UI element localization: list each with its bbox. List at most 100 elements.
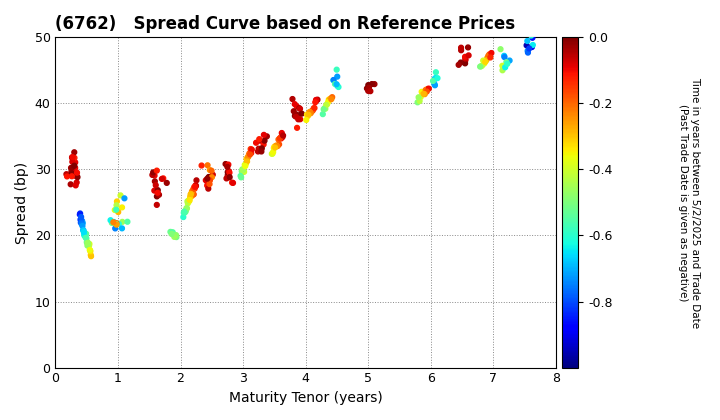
Point <box>111 220 122 226</box>
Point <box>74 211 86 218</box>
Point <box>504 57 516 64</box>
Point <box>423 85 435 92</box>
Point <box>303 109 315 116</box>
Y-axis label: Spread (bp): Spread (bp) <box>15 161 29 244</box>
Point <box>68 164 80 171</box>
Point <box>328 77 339 84</box>
Point <box>326 94 338 100</box>
Point <box>266 150 278 157</box>
Point <box>152 189 163 196</box>
Point <box>417 91 428 98</box>
Point <box>70 171 81 177</box>
Point <box>84 247 96 253</box>
Point <box>412 99 423 106</box>
Point <box>330 81 342 87</box>
Point <box>151 167 163 174</box>
Point <box>246 146 258 153</box>
Point <box>526 44 538 50</box>
Point <box>185 191 197 197</box>
Point <box>200 177 212 184</box>
Point <box>430 69 441 76</box>
Point <box>266 150 278 157</box>
Point <box>429 75 441 82</box>
Point <box>325 95 336 102</box>
Point <box>459 53 471 60</box>
Point <box>81 242 93 249</box>
Point <box>151 202 163 208</box>
Point <box>429 82 441 89</box>
Point <box>415 94 426 100</box>
Point <box>116 204 127 211</box>
Point <box>292 124 303 131</box>
Point <box>85 248 96 255</box>
Point <box>168 234 180 240</box>
Point <box>243 153 254 160</box>
Point <box>78 232 90 239</box>
Point <box>459 60 471 67</box>
Point <box>61 173 73 180</box>
Point <box>190 182 202 189</box>
Point <box>522 49 534 56</box>
Point <box>202 162 213 169</box>
Point <box>307 107 319 113</box>
Point <box>432 75 444 81</box>
Point <box>459 55 471 62</box>
Point <box>190 183 202 189</box>
Point <box>242 154 253 161</box>
Point <box>202 182 213 189</box>
Point <box>85 252 96 258</box>
Point <box>207 171 219 178</box>
Point <box>66 158 78 165</box>
Point <box>81 235 92 242</box>
Point <box>477 62 488 69</box>
Point <box>300 117 312 123</box>
Point <box>422 86 433 92</box>
Point <box>68 155 80 161</box>
Point <box>152 187 163 194</box>
Point <box>186 188 198 195</box>
Point <box>238 168 250 175</box>
Point <box>81 239 93 246</box>
Point <box>498 52 510 59</box>
Point <box>114 192 126 199</box>
Point <box>70 159 81 165</box>
Point <box>70 182 81 189</box>
Point <box>166 229 178 236</box>
Point <box>421 88 433 95</box>
Point <box>202 178 213 185</box>
Point <box>70 172 81 179</box>
Point <box>78 230 90 237</box>
Point <box>224 169 235 176</box>
Point <box>182 200 194 207</box>
Point <box>276 130 287 136</box>
Point <box>526 32 537 39</box>
Point <box>245 146 256 152</box>
Point <box>184 198 195 205</box>
Point <box>485 50 497 56</box>
Point <box>497 63 508 69</box>
Point <box>522 47 534 54</box>
Point <box>112 209 124 215</box>
Point <box>221 175 233 182</box>
Point <box>243 152 255 158</box>
Point <box>113 220 125 227</box>
Point <box>202 175 213 182</box>
Point <box>184 197 195 203</box>
Point <box>76 219 87 226</box>
Point <box>294 116 306 123</box>
Point <box>239 162 251 168</box>
Point <box>268 144 279 151</box>
Point <box>110 206 122 213</box>
Point <box>294 105 305 112</box>
Point <box>364 88 376 94</box>
Point <box>462 44 474 51</box>
Point <box>202 185 214 192</box>
Point <box>203 173 215 180</box>
Point <box>150 182 161 189</box>
Point <box>419 91 431 97</box>
Point <box>179 208 191 215</box>
Point <box>455 59 467 66</box>
Point <box>420 87 431 93</box>
Point <box>80 234 91 241</box>
Point <box>305 109 316 116</box>
